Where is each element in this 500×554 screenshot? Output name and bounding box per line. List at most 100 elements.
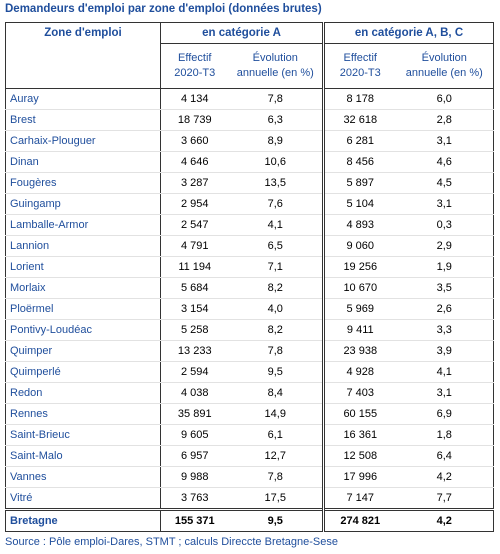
table-row: Lamballe-Armor 2 547 4,1 4 893 0,3 — [5, 214, 494, 236]
cell: 5 684 — [160, 277, 229, 299]
table-row: Saint-Malo 6 957 12,7 12 508 6,4 — [5, 445, 494, 467]
cell: 7,8 — [228, 340, 324, 362]
group-header: en catégorie A — [160, 22, 324, 44]
cell: 5 104 — [322, 193, 396, 215]
group-header-row: Zone d'emploi en catégorie A en catégori… — [5, 22, 494, 89]
subheader-line: annuelle (en %) — [236, 67, 314, 79]
cell: 0,3 — [395, 214, 494, 236]
cell: 16 361 — [322, 424, 396, 446]
zone-name: Saint-Malo — [5, 445, 161, 467]
cell: 9,5 — [228, 361, 324, 383]
cell: 6,9 — [395, 403, 494, 425]
cell: 9 988 — [160, 466, 229, 488]
table-row: Quimper 13 233 7,8 23 938 3,9 — [5, 340, 494, 362]
cell: 32 618 — [322, 109, 396, 131]
cell: 3,3 — [395, 319, 494, 341]
zone-name: Vitré — [5, 487, 161, 510]
cell: 6 281 — [322, 130, 396, 152]
zone-name: Saint-Brieuc — [5, 424, 161, 446]
cell: 14,9 — [228, 403, 324, 425]
cell: 23 938 — [322, 340, 396, 362]
subheader: Évolution annuelle (en %) — [395, 43, 494, 89]
cell: 2,8 — [395, 109, 494, 131]
cell: 9 605 — [160, 424, 229, 446]
cell: 3,1 — [395, 382, 494, 404]
cell: 8,2 — [228, 277, 324, 299]
subheader-line: Effectif — [178, 52, 212, 64]
cell: 2 594 — [160, 361, 229, 383]
cell: 5 969 — [322, 298, 396, 320]
table-row: Vitré 3 763 17,5 7 147 7,7 — [5, 487, 494, 510]
cell: 10,6 — [228, 151, 324, 173]
table-row: Fougères 3 287 13,5 5 897 4,5 — [5, 172, 494, 194]
table-row: Brest 18 739 6,3 32 618 2,8 — [5, 109, 494, 131]
cell: 18 739 — [160, 109, 229, 131]
cell: 5 258 — [160, 319, 229, 341]
cell: 2 954 — [160, 193, 229, 215]
cell: 4,2 — [395, 466, 494, 488]
cell: 3,5 — [395, 277, 494, 299]
table-row: Auray 4 134 7,8 8 178 6,0 — [5, 88, 494, 110]
cell: 3 660 — [160, 130, 229, 152]
cell: 60 155 — [322, 403, 396, 425]
cell: 4 646 — [160, 151, 229, 173]
group-header: en catégorie A, B, C — [322, 22, 494, 44]
zone-name: Redon — [5, 382, 161, 404]
subheader: Effectif 2020-T3 — [160, 43, 229, 89]
cell: 6 957 — [160, 445, 229, 467]
cell: 9 060 — [322, 235, 396, 257]
cell: 6,4 — [395, 445, 494, 467]
subheader-line: Évolution — [421, 52, 467, 64]
cell: 6,1 — [228, 424, 324, 446]
cell: 5 897 — [322, 172, 396, 194]
table-row: Quimperlé 2 594 9,5 4 928 4,1 — [5, 361, 494, 383]
table-row: Lorient 11 194 7,1 19 256 1,9 — [5, 256, 494, 278]
table-row: Vannes 9 988 7,8 17 996 4,2 — [5, 466, 494, 488]
cell: 8,2 — [228, 319, 324, 341]
cell: 4,6 — [395, 151, 494, 173]
cell: 2,9 — [395, 235, 494, 257]
zone-name: Vannes — [5, 466, 161, 488]
subheader-line: annuelle (en %) — [405, 67, 483, 79]
cell: 12,7 — [228, 445, 324, 467]
cell: 8,9 — [228, 130, 324, 152]
cell: 9 411 — [322, 319, 396, 341]
subheader: Évolution annuelle (en %) — [228, 43, 324, 89]
subheader-line: Évolution — [252, 52, 298, 64]
cell: 35 891 — [160, 403, 229, 425]
cell: 4,5 — [395, 172, 494, 194]
subheader-line: Effectif — [343, 52, 377, 64]
table-row: Ploërmel 3 154 4,0 5 969 2,6 — [5, 298, 494, 320]
zone-name: Fougères — [5, 172, 161, 194]
cell: 13,5 — [228, 172, 324, 194]
table-row: Carhaix-Plouguer 3 660 8,9 6 281 3,1 — [5, 130, 494, 152]
cell: 274 821 — [322, 508, 396, 532]
table-row: Dinan 4 646 10,6 8 456 4,6 — [5, 151, 494, 173]
cell: 7 147 — [322, 487, 396, 510]
zone-name: Ploërmel — [5, 298, 161, 320]
cell: 7,6 — [228, 193, 324, 215]
cell: 11 194 — [160, 256, 229, 278]
table-row: Lannion 4 791 6,5 9 060 2,9 — [5, 235, 494, 257]
cell: 7,8 — [228, 88, 324, 110]
cell: 4 038 — [160, 382, 229, 404]
cell: 4,1 — [228, 214, 324, 236]
zone-name: Lorient — [5, 256, 161, 278]
cell: 12 508 — [322, 445, 396, 467]
table-row: Rennes 35 891 14,9 60 155 6,9 — [5, 403, 494, 425]
data-table: Zone d'emploi en catégorie A en catégori… — [5, 22, 495, 532]
zone-header: Zone d'emploi — [5, 22, 161, 89]
cell: 19 256 — [322, 256, 396, 278]
zone-name: Pontivy-Loudéac — [5, 319, 161, 341]
cell: 7,7 — [395, 487, 494, 510]
cell: 3,1 — [395, 193, 494, 215]
zone-name: Morlaix — [5, 277, 161, 299]
cell: 8 178 — [322, 88, 396, 110]
cell: 10 670 — [322, 277, 396, 299]
cell: 4,1 — [395, 361, 494, 383]
subheader-line: 2020-T3 — [339, 67, 381, 79]
cell: 4 928 — [322, 361, 396, 383]
cell: 3 154 — [160, 298, 229, 320]
cell: 7,1 — [228, 256, 324, 278]
